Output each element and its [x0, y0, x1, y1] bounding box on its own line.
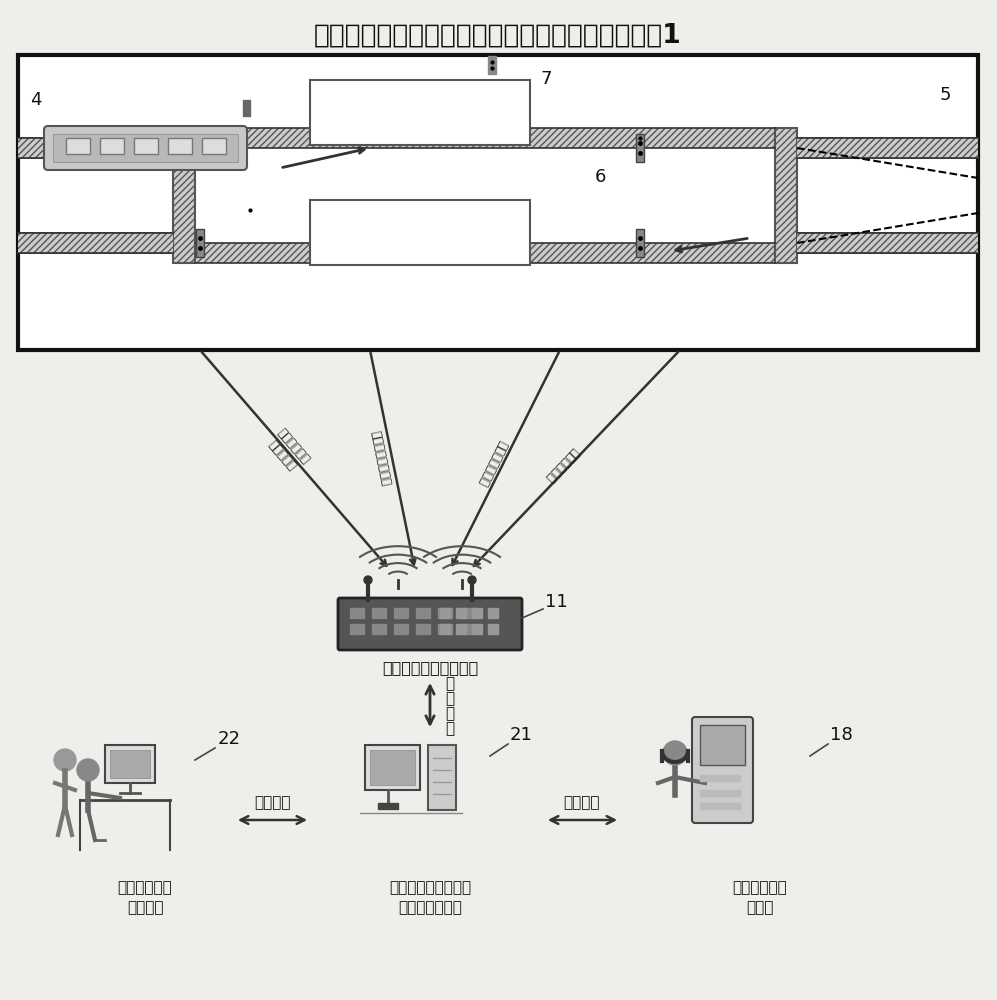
Circle shape — [364, 576, 372, 584]
Text: 制子系统服务端: 制子系统服务端 — [398, 900, 462, 915]
Bar — [350, 608, 364, 618]
Bar — [416, 624, 430, 634]
Text: 统客户端: 统客户端 — [127, 900, 164, 915]
Text: 数据交互: 数据交互 — [254, 795, 290, 810]
Bar — [110, 750, 150, 778]
Bar — [365, 745, 420, 790]
Bar — [797, 233, 978, 253]
Bar — [488, 56, 496, 74]
Bar — [394, 608, 408, 618]
Text: 城市轨道交通运营过程数码控制动态物理模拟沙盘1: 城市轨道交通运营过程数码控制动态物理模拟沙盘1 — [314, 23, 682, 49]
Bar — [488, 624, 498, 634]
Text: 收码发码无线通信设备: 收码发码无线通信设备 — [382, 660, 479, 676]
Bar — [310, 200, 530, 265]
Text: 接收车辆位置
行位置信息: 接收车辆位置 行位置信息 — [263, 426, 312, 476]
Bar — [700, 803, 740, 809]
Bar — [350, 624, 364, 634]
Text: 控制车辆运行状态: 控制车辆运行状态 — [369, 430, 393, 487]
Text: 业务控制子系: 业务控制子系 — [118, 880, 172, 895]
Bar — [372, 608, 386, 618]
Bar — [18, 138, 978, 158]
Bar — [700, 775, 740, 781]
Bar — [100, 138, 124, 154]
Bar — [18, 55, 978, 350]
Bar — [134, 138, 158, 154]
FancyBboxPatch shape — [338, 598, 522, 650]
Bar — [416, 608, 430, 618]
Bar — [168, 138, 192, 154]
Bar — [105, 745, 155, 783]
Bar — [440, 624, 450, 634]
Bar — [460, 608, 474, 618]
Bar — [775, 128, 797, 263]
Bar — [797, 138, 978, 158]
Text: 22: 22 — [218, 730, 241, 748]
Bar — [472, 608, 482, 618]
Circle shape — [77, 759, 99, 781]
Bar — [196, 229, 204, 257]
Text: 数
据
交
互: 数 据 交 互 — [445, 676, 454, 736]
Circle shape — [468, 576, 476, 584]
Text: 数据库系统和数码控: 数据库系统和数码控 — [389, 880, 471, 895]
Text: 模拟操作管理: 模拟操作管理 — [733, 880, 788, 895]
Circle shape — [54, 749, 76, 771]
Bar — [173, 128, 195, 263]
Bar — [18, 233, 173, 253]
Text: 5: 5 — [940, 86, 951, 104]
Bar — [456, 624, 466, 634]
Bar — [438, 608, 452, 618]
Bar — [440, 608, 450, 618]
Bar — [394, 624, 408, 634]
Bar — [18, 233, 978, 253]
Text: 21: 21 — [510, 726, 532, 744]
Bar — [370, 750, 415, 785]
Bar — [195, 243, 775, 263]
Bar — [66, 138, 90, 154]
Bar — [488, 608, 498, 618]
Bar — [472, 624, 482, 634]
Bar — [243, 100, 250, 116]
Bar — [53, 134, 238, 162]
Bar — [456, 608, 466, 618]
FancyBboxPatch shape — [692, 717, 753, 823]
Bar — [372, 624, 386, 634]
Text: 6: 6 — [595, 168, 606, 186]
Bar — [378, 803, 398, 809]
Bar — [428, 745, 456, 810]
Text: 数据交互: 数据交互 — [563, 795, 600, 810]
Bar — [18, 138, 173, 158]
Text: 18: 18 — [830, 726, 852, 744]
Bar — [636, 134, 644, 162]
Text: 控制道岔状态: 控制道岔状态 — [542, 445, 581, 484]
Bar — [700, 725, 745, 765]
Bar — [636, 229, 644, 257]
Bar — [460, 624, 474, 634]
Bar — [310, 80, 530, 145]
Text: 客户端: 客户端 — [747, 900, 774, 915]
Bar — [202, 138, 226, 154]
Bar — [195, 128, 775, 148]
Text: 7: 7 — [540, 70, 551, 88]
Bar — [700, 790, 740, 796]
Circle shape — [663, 741, 687, 765]
Bar — [438, 624, 452, 634]
Bar — [195, 228, 775, 258]
Text: 控制信号灯状态: 控制信号灯状态 — [476, 438, 509, 488]
Bar — [195, 133, 775, 163]
FancyBboxPatch shape — [44, 126, 247, 170]
Text: 4: 4 — [30, 91, 42, 109]
Text: 11: 11 — [545, 593, 567, 611]
